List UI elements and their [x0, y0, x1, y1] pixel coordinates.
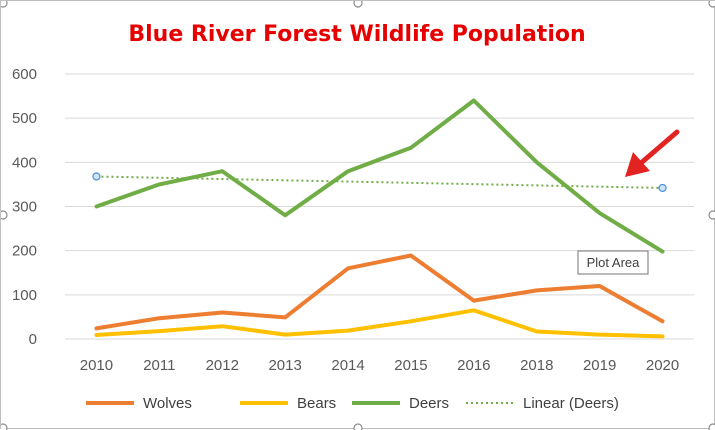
x-tick-label: 2015: [394, 357, 427, 374]
legend-label-trend: Linear (Deers): [523, 395, 619, 412]
y-tick-label: 300: [12, 199, 37, 216]
resize-handle[interactable]: [1, 423, 8, 430]
y-tick-label: 100: [12, 287, 37, 304]
resize-handle[interactable]: [353, 1, 363, 8]
x-tick-label: 2014: [331, 357, 364, 374]
y-tick-label: 500: [12, 110, 37, 127]
resize-handle[interactable]: [1, 1, 8, 8]
x-tick-label: 2018: [520, 357, 553, 374]
x-axis-labels[interactable]: 2010 2011 2012 2013 2014 2015 2016 2018 2019 2020: [80, 357, 679, 374]
tooltip-box: [577, 250, 649, 275]
x-tick-label: 2010: [80, 357, 113, 374]
resize-handle[interactable]: [1, 210, 8, 220]
y-tick-label: 200: [12, 243, 37, 260]
legend[interactable]: Wolves Bears Deers Linear (Deers): [86, 395, 619, 412]
y-tick-label: 400: [12, 154, 37, 171]
gridlines: [65, 73, 694, 340]
resize-handle[interactable]: [353, 423, 363, 430]
x-tick-label: 2013: [268, 357, 301, 374]
chart-title[interactable]: Blue River Forest Wildlife Population: [128, 22, 585, 47]
x-tick-label: 2019: [583, 357, 616, 374]
legend-label-deers: Deers: [409, 395, 449, 412]
trendline-endpoint-handle[interactable]: [658, 183, 667, 193]
x-tick-label: 2020: [646, 357, 679, 374]
arrow-annotation: [638, 129, 680, 166]
arrow-head-annotation: [625, 152, 650, 177]
series-line-bears[interactable]: [94, 308, 665, 339]
x-tick-label: 2012: [206, 357, 239, 374]
x-tick-label: 2011: [143, 357, 175, 374]
plot-area[interactable]: [92, 98, 667, 339]
resize-handle[interactable]: [708, 1, 715, 8]
series-line-wolves[interactable]: [94, 253, 665, 331]
legend-label-wolves: Wolves: [143, 395, 192, 412]
y-axis-labels[interactable]: 0 100 200 300 400 500 600: [12, 66, 37, 348]
resize-handle[interactable]: [708, 423, 715, 430]
annotations: Plot Area: [577, 129, 680, 275]
y-tick-label: 0: [29, 331, 37, 348]
x-tick-label: 2016: [457, 357, 490, 374]
tooltip: Plot Area: [577, 250, 649, 275]
trendline-endpoint-handle[interactable]: [92, 172, 101, 181]
legend-label-bears: Bears: [297, 395, 336, 412]
y-tick-label: 600: [12, 66, 37, 83]
series-line-deers[interactable]: [94, 98, 665, 254]
tooltip-label: Plot Area: [587, 255, 641, 270]
resize-handle[interactable]: [708, 210, 715, 220]
